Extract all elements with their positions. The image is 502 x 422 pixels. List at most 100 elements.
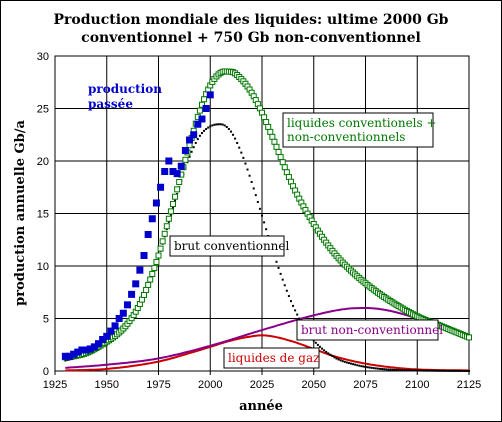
data-point: [430, 369, 433, 372]
data-point: [381, 368, 384, 371]
data-point: [202, 105, 210, 112]
data-point: [422, 369, 425, 372]
data-point: [405, 369, 408, 372]
data-point: [391, 368, 394, 371]
series-label-2: brut conventionnel: [169, 235, 290, 257]
data-point: [318, 345, 321, 348]
data-point: [275, 148, 282, 155]
data-point: [267, 128, 274, 135]
data-point: [64, 359, 67, 362]
data-point: [132, 280, 140, 288]
data-point: [221, 123, 224, 126]
data-point: [360, 365, 363, 368]
data-point: [401, 369, 404, 372]
data-point: [161, 230, 168, 237]
data-point: [387, 368, 390, 371]
data-point: [144, 231, 152, 238]
data-point: [457, 369, 460, 372]
label-box: [169, 235, 285, 257]
data-point: [352, 363, 355, 366]
data-point: [246, 168, 249, 171]
data-point: [186, 136, 194, 144]
data-point: [271, 138, 278, 145]
data-point: [196, 107, 203, 114]
data-point: [115, 315, 123, 322]
data-point: [439, 369, 442, 372]
data-point: [343, 360, 346, 363]
data-point: [397, 369, 400, 372]
data-point: [395, 368, 398, 371]
label-text: production: [88, 82, 162, 96]
data-point: [463, 369, 466, 372]
x-tick-label: 1975: [146, 379, 170, 391]
x-axis-label: année: [239, 399, 283, 414]
data-point: [82, 346, 90, 354]
label-box: [223, 347, 320, 369]
data-point: [149, 270, 156, 277]
data-point: [181, 147, 189, 154]
series-4: [65, 334, 470, 372]
data-point: [376, 367, 379, 370]
data-point: [327, 352, 330, 355]
data-point: [173, 170, 181, 178]
data-point: [358, 364, 361, 367]
x-tick-label: 2025: [250, 379, 274, 391]
data-point: [211, 124, 214, 127]
y-tick-label: 30: [37, 51, 49, 63]
data-point: [414, 369, 417, 372]
data-point: [337, 358, 340, 361]
data-point: [227, 128, 230, 131]
data-point: [449, 369, 452, 372]
data-point: [90, 343, 98, 351]
data-point: [441, 369, 444, 372]
y-tick-label: 15: [37, 209, 49, 221]
data-point: [279, 272, 282, 275]
data-point: [279, 159, 286, 166]
data-point: [356, 364, 359, 367]
data-point: [136, 266, 144, 274]
data-point: [420, 369, 423, 372]
x-tick-label: 1950: [95, 379, 119, 391]
data-point: [165, 157, 173, 165]
data-point: [205, 128, 208, 131]
data-point: [215, 123, 218, 126]
data-point: [196, 138, 199, 141]
data-point: [209, 125, 212, 128]
x-tick-label: 1925: [43, 379, 67, 391]
x-tick-label: 2050: [302, 379, 326, 391]
data-point: [283, 169, 290, 176]
data-point: [61, 352, 69, 360]
data-point: [354, 363, 357, 366]
data-point: [403, 369, 406, 372]
data-point: [378, 367, 381, 370]
data-point: [339, 359, 342, 362]
data-point: [153, 258, 160, 265]
data-point: [341, 360, 344, 363]
data-point: [350, 362, 353, 365]
y-tick-label: 20: [37, 156, 49, 168]
y-tick-label: 0: [43, 366, 49, 378]
data-point: [176, 179, 183, 185]
data-point: [436, 369, 439, 372]
data-point: [172, 193, 179, 200]
data-point: [263, 221, 266, 224]
data-point: [119, 309, 127, 317]
chart-title-line-1: Production mondiale des liquides: ultime…: [54, 12, 449, 28]
data-point: [200, 132, 203, 135]
data-point: [163, 223, 170, 230]
data-point: [223, 124, 226, 127]
data-point: [366, 366, 369, 369]
data-point: [165, 215, 172, 222]
data-point: [298, 317, 301, 320]
data-point: [190, 131, 198, 139]
label-text: passée: [88, 97, 133, 111]
data-point: [128, 290, 136, 298]
series-label-3: brut non-conventionnel: [296, 319, 443, 341]
data-point: [111, 322, 119, 330]
data-point: [314, 341, 317, 344]
data-point: [447, 369, 450, 372]
label-text: liquides conventionels +: [287, 116, 437, 130]
series-label-1: liquides conventionels +non-conventionne…: [282, 112, 437, 148]
data-point: [194, 120, 202, 128]
